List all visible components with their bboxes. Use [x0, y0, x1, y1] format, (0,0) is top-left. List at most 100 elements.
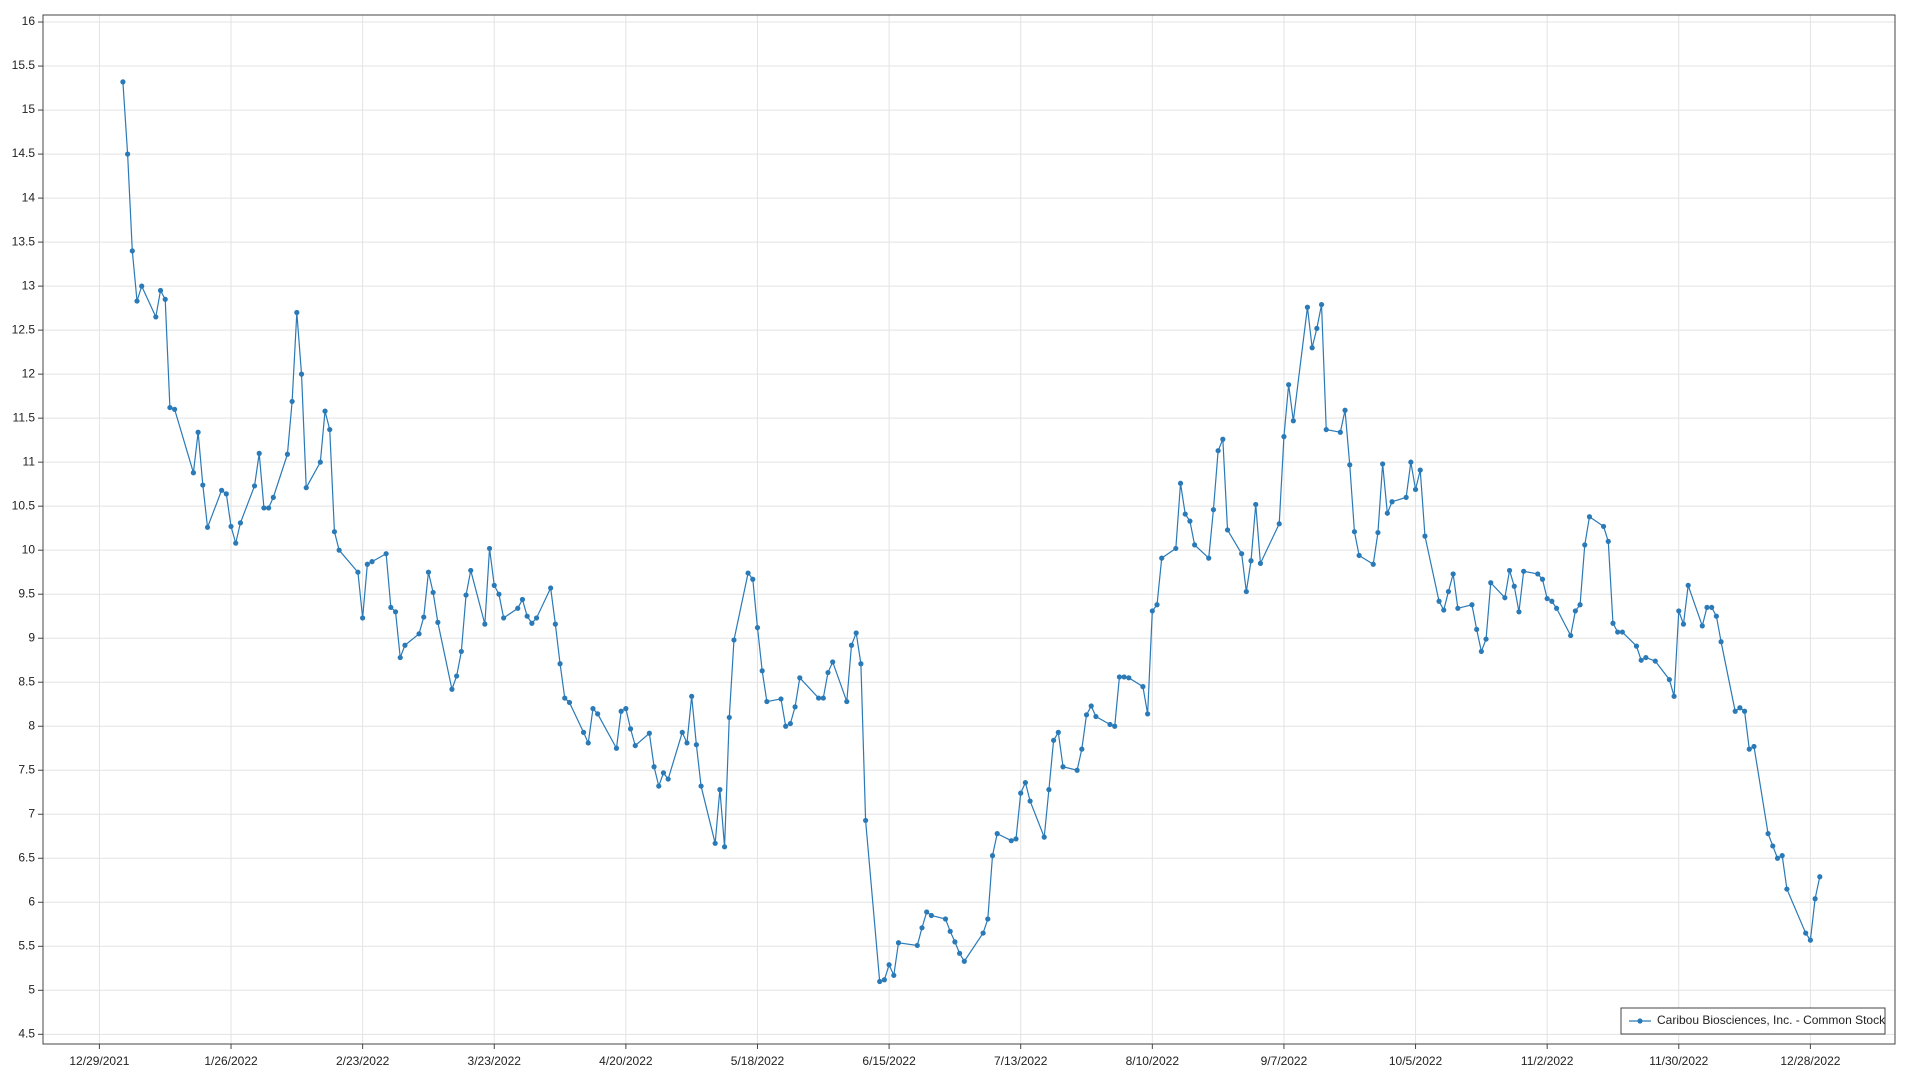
point — [759, 668, 765, 674]
point — [1502, 595, 1508, 601]
point — [1318, 301, 1325, 308]
point — [120, 79, 126, 85]
point — [961, 958, 967, 964]
point — [360, 615, 366, 621]
point — [693, 742, 699, 748]
point — [1732, 708, 1738, 714]
point — [1022, 779, 1029, 786]
y-tick-label: 10.5 — [12, 498, 36, 512]
point — [1478, 648, 1484, 655]
point — [1154, 602, 1160, 608]
point — [501, 615, 507, 621]
point — [425, 569, 432, 575]
point — [1605, 538, 1611, 544]
legend-label: Caribou Biosciences, Inc. - Common Stock — [1657, 1013, 1886, 1027]
y-tick-label: 12.5 — [12, 322, 36, 336]
point — [656, 783, 662, 789]
point — [458, 648, 464, 655]
point — [1713, 613, 1719, 619]
point — [919, 925, 925, 931]
point — [369, 559, 375, 565]
point — [1718, 639, 1724, 645]
point — [294, 309, 300, 316]
point — [1276, 521, 1282, 527]
point — [1281, 434, 1287, 440]
point — [1699, 623, 1705, 629]
point — [1506, 567, 1513, 574]
point — [797, 675, 803, 681]
point — [392, 609, 399, 615]
point — [942, 916, 949, 922]
point — [139, 283, 145, 289]
point — [1422, 533, 1428, 539]
point — [482, 621, 488, 627]
point — [364, 561, 370, 567]
point — [877, 978, 883, 985]
point — [195, 429, 201, 435]
point — [1765, 831, 1771, 837]
y-tick-label: 7.5 — [18, 762, 35, 776]
point — [1051, 737, 1057, 743]
point — [1046, 787, 1052, 793]
point — [623, 706, 629, 712]
point — [1107, 721, 1113, 728]
point — [1375, 529, 1381, 536]
y-tick-label: 7 — [28, 806, 35, 820]
point — [848, 642, 855, 648]
point — [952, 939, 958, 945]
point — [787, 720, 793, 727]
x-tick-label: 5/18/2022 — [731, 1054, 785, 1068]
point — [627, 726, 634, 732]
point — [1553, 605, 1560, 611]
point — [256, 450, 262, 456]
y-tick-label: 6 — [28, 894, 35, 908]
point — [190, 470, 197, 476]
point — [1210, 507, 1217, 513]
y-tick-label: 16 — [22, 14, 36, 28]
point — [1582, 542, 1588, 548]
point — [613, 745, 620, 751]
point — [1779, 853, 1785, 859]
legend-marker — [1637, 1018, 1643, 1024]
point — [1187, 518, 1193, 524]
point — [303, 485, 309, 491]
point — [994, 831, 1000, 837]
point — [1784, 886, 1790, 892]
point — [1342, 407, 1348, 413]
y-tick-label: 15.5 — [12, 58, 36, 72]
point — [1445, 588, 1452, 595]
point — [1652, 658, 1658, 664]
point — [1215, 448, 1221, 454]
point — [1337, 429, 1343, 435]
point — [533, 615, 540, 621]
point — [1149, 608, 1155, 614]
point — [1112, 723, 1118, 729]
point — [825, 669, 831, 676]
point — [1774, 855, 1781, 861]
point — [1488, 580, 1494, 586]
point — [331, 529, 338, 535]
point — [1220, 436, 1226, 442]
point — [830, 659, 836, 665]
point — [134, 298, 140, 304]
point — [1441, 607, 1447, 613]
point — [914, 942, 920, 949]
point — [261, 505, 267, 511]
point — [750, 576, 756, 582]
point — [289, 398, 295, 405]
point — [1704, 604, 1710, 611]
point — [1746, 746, 1752, 752]
point — [1412, 486, 1419, 493]
point — [454, 673, 460, 679]
point — [1817, 874, 1823, 880]
point — [618, 708, 624, 714]
point — [665, 776, 671, 782]
x-tick-label: 12/28/2022 — [1780, 1054, 1840, 1068]
point — [449, 686, 455, 692]
point — [1093, 713, 1099, 720]
point — [1008, 838, 1014, 844]
point — [129, 248, 135, 254]
point — [1286, 382, 1292, 388]
